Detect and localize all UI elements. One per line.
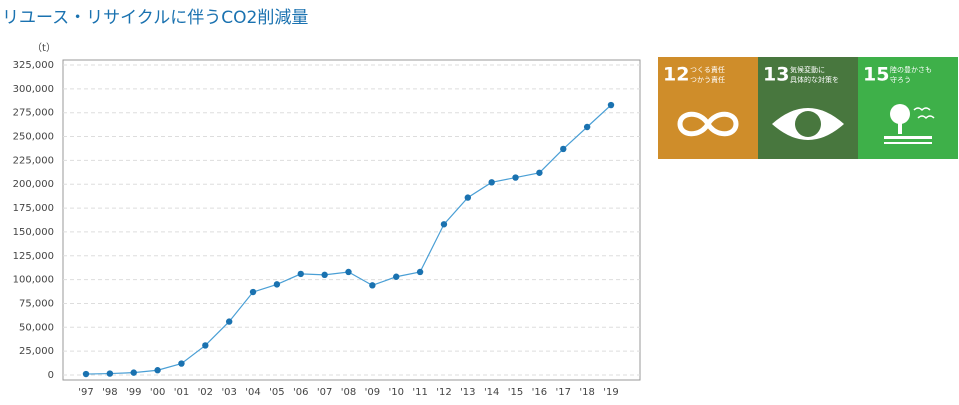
x-tick-label: '17 [556,387,571,398]
x-tick-label: '98 [102,387,117,398]
point [607,101,615,109]
point [583,123,591,131]
point [106,370,114,377]
sdg-number: 15 [863,64,889,86]
x-tick-label: '10 [388,387,403,398]
x-tick-label: '13 [460,387,475,398]
x-tick-label: '18 [579,387,594,398]
sdg-label: つくる責任 [690,65,725,74]
point [512,174,519,181]
point [202,342,209,349]
point [82,370,90,378]
y-tick-label: 250,000 [13,132,54,143]
point [464,194,472,201]
x-tick-label: '06 [293,387,308,398]
point [130,369,137,376]
point [154,367,161,374]
y-tick-label: 300,000 [13,84,54,95]
point [321,271,328,279]
sdg-label: 陸の豊かさも [890,65,932,74]
point [393,273,400,280]
plot-frame [62,59,641,381]
point [488,179,495,186]
sdg-number: 13 [763,64,789,86]
sdg-label: 具体的な対策を [790,75,839,84]
point [273,281,281,288]
sdg-label: つかう責任 [690,75,725,84]
sdg-symbol [884,142,932,144]
y-tick-label: 175,000 [13,203,54,214]
y-tick-label: 75,000 [19,298,54,309]
sdg-symbol [677,111,739,137]
x-tick-label: '02 [198,387,213,398]
x-tick-label: '14 [484,387,499,398]
point [536,169,543,176]
point [178,360,185,367]
sdg-symbol [898,122,902,134]
point [440,221,448,228]
y-unit: （t） [32,42,56,54]
x-tick-label: '19 [603,387,618,398]
sdg-symbol [890,104,910,124]
x-tick-label: '97 [78,387,93,398]
x-tick-label: '09 [365,387,380,398]
point [369,282,376,289]
line [85,104,612,375]
x-tick-label: '04 [245,387,260,398]
x-tick-label: '00 [150,387,165,398]
y-tick-label: 200,000 [13,179,54,190]
y-tick-label: 25,000 [19,346,54,357]
y-tick-label: 275,000 [13,108,54,119]
sdg-symbol [913,107,935,120]
x-tick-label: '08 [341,387,356,398]
y-tick-label: 125,000 [13,251,54,262]
point [416,268,424,276]
x-tick-label: '15 [508,387,523,398]
sdg-symbol [884,136,932,139]
sdg-number: 12 [663,64,689,86]
x-tick-label: '03 [221,387,236,398]
y-tick-label: 100,000 [13,275,54,286]
y-tick-label: 50,000 [19,322,54,333]
x-tick-label: '07 [317,387,332,398]
sdg-tile [658,57,758,159]
point [225,318,233,325]
y-tick-label: 0 [48,370,54,381]
y-tick-label: 150,000 [13,227,54,238]
x-tick-label: '99 [126,387,141,398]
x-tick-label: '11 [412,387,427,398]
sdg-symbol [795,111,821,137]
sdg-label: 気候変動に [790,65,825,74]
x-tick-label: '05 [269,387,284,398]
chart-title: リユース・リサイクルに伴うCO2削減量 [2,8,308,28]
x-tick-label: '12 [436,387,451,398]
sdg-label: 守ろう [890,75,911,84]
y-tick-label: 325,000 [13,60,54,71]
y-tick-label: 225,000 [13,155,54,166]
x-tick-label: '16 [532,387,547,398]
point [297,270,304,278]
point [345,268,352,276]
point [560,145,567,153]
x-tick-label: '01 [174,387,189,398]
point [249,288,257,296]
